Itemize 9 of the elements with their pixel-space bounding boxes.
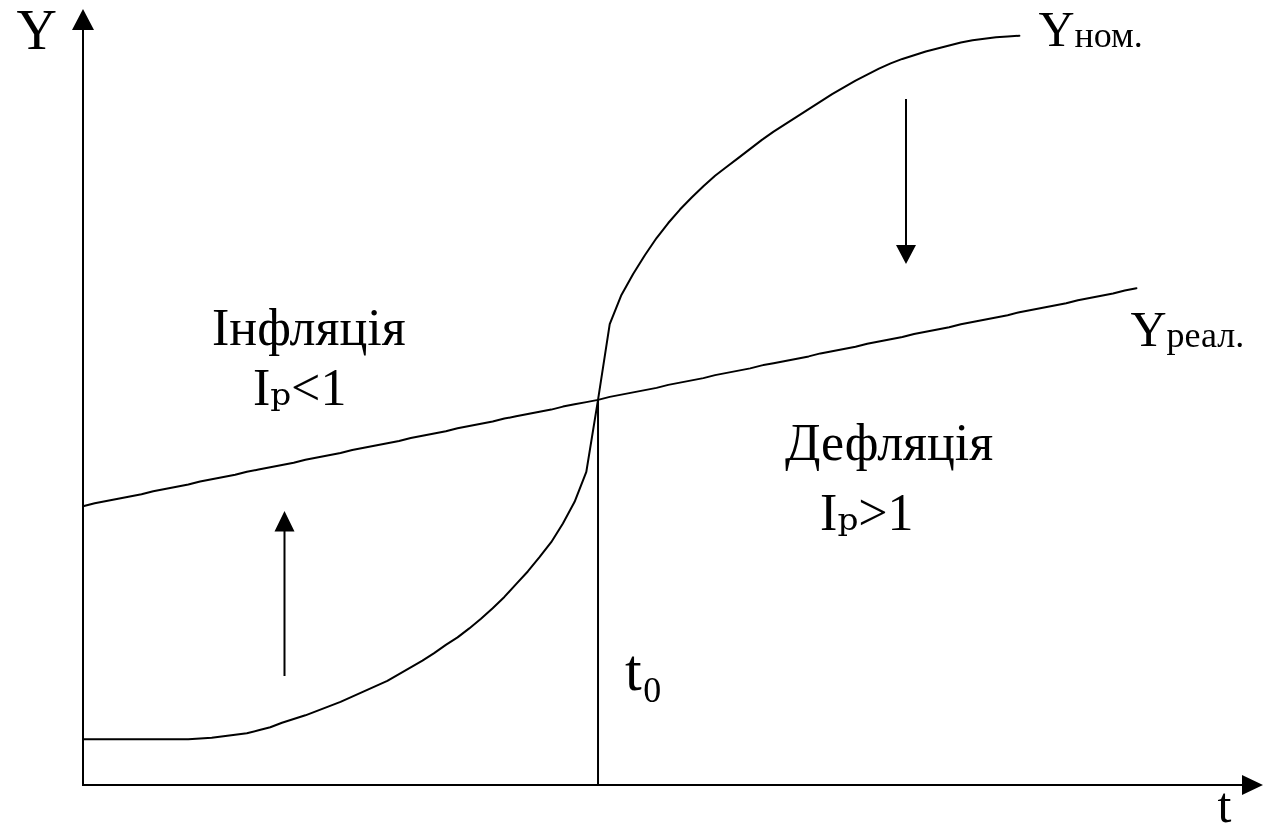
annotation: t₀ [625, 636, 663, 703]
y-axis-title: Y [16, 0, 58, 61]
annotation: Інфляція [211, 299, 406, 357]
series-label: Yреал. [1130, 301, 1245, 358]
annotation: Iₚ>1 [820, 484, 914, 542]
annotation: Iₚ<1 [252, 359, 347, 417]
annotation: Дефляція [784, 414, 994, 472]
series-label: Yном. [1038, 0, 1143, 57]
x-axis-title: t [1217, 777, 1232, 829]
